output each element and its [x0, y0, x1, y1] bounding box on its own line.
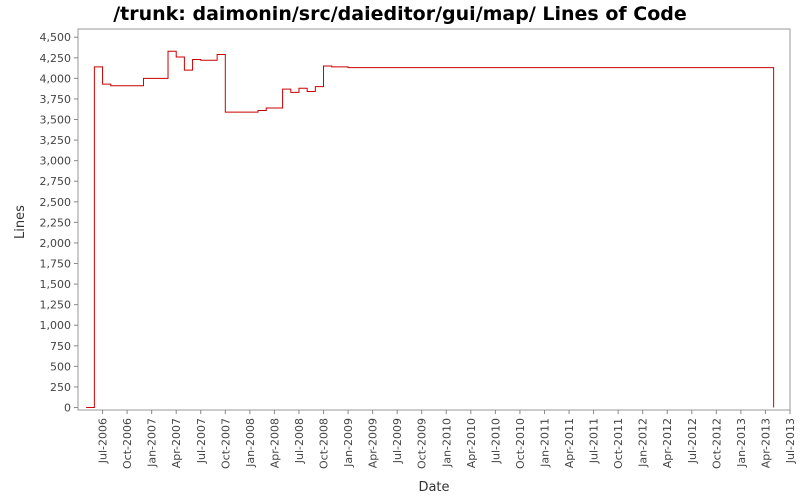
x-tick-label: Jul-2006 [97, 418, 110, 464]
x-tick-label: Apr-2008 [268, 418, 281, 468]
x-tick-label: Jul-2013 [784, 418, 797, 464]
x-tick-label: Oct-2007 [219, 418, 232, 469]
y-tick-label: 3,750 [40, 93, 72, 106]
x-tick-label: Jul-2010 [489, 418, 502, 464]
y-tick-label: 750 [50, 340, 71, 353]
data-line [86, 50, 775, 409]
plot-area [77, 28, 791, 411]
x-tick-label: Apr-2009 [367, 418, 380, 468]
x-tick-label: Jul-2008 [293, 418, 306, 464]
x-tick-label: Oct-2010 [514, 418, 527, 469]
y-tick-label: 4,250 [40, 52, 72, 65]
x-tick-label: Oct-2008 [318, 418, 331, 469]
y-tick-label: 1,500 [40, 278, 72, 291]
x-tick-label: Jan-2009 [342, 418, 355, 468]
y-axis-label: Lines [13, 205, 28, 239]
y-tick-label: 1,750 [40, 258, 72, 271]
x-tick-label: Apr-2012 [661, 418, 674, 468]
y-tick-label: 4,000 [40, 72, 72, 85]
x-tick-label: Oct-2012 [710, 418, 723, 469]
x-tick-label: Jan-2012 [637, 418, 650, 468]
x-tick-label: Jan-2010 [440, 418, 453, 468]
y-tick-label: 2,000 [40, 237, 72, 250]
x-tick-label: Jul-2007 [195, 418, 208, 464]
y-tick-label: 3,000 [40, 155, 72, 168]
x-tick-label: Jul-2011 [588, 418, 601, 464]
x-tick-label: Jul-2012 [686, 418, 699, 464]
x-tick-label: Jan-2008 [244, 418, 257, 468]
x-tick-label: Apr-2011 [563, 418, 576, 468]
x-tick-label: Oct-2011 [612, 418, 625, 469]
x-tick-label: Apr-2007 [170, 418, 183, 468]
y-tick-label: 0 [64, 402, 71, 415]
x-tick-label: Jan-2007 [146, 418, 159, 468]
x-tick-label: Oct-2009 [416, 418, 429, 469]
y-tick-label: 4,500 [40, 31, 72, 44]
x-tick-label: Apr-2013 [759, 418, 772, 468]
y-tick-label: 2,250 [40, 216, 72, 229]
x-tick-label: Jan-2013 [735, 418, 748, 468]
x-tick-label: Apr-2010 [465, 418, 478, 468]
y-tick-label: 250 [50, 381, 71, 394]
y-tick-label: 3,500 [40, 114, 72, 127]
x-tick-label: Jul-2009 [391, 418, 404, 464]
x-tick-label: Oct-2006 [121, 418, 134, 469]
x-tick-label: Jan-2011 [538, 418, 551, 468]
x-axis-label: Date [418, 480, 449, 495]
y-tick-label: 500 [50, 360, 71, 373]
y-tick-label: 1,000 [40, 319, 72, 332]
chart-title: /trunk: daimonin/src/daieditor/gui/map/ … [113, 3, 687, 25]
y-tick-label: 1,250 [40, 299, 72, 312]
y-tick-label: 2,500 [40, 196, 72, 209]
y-tick-label: 2,750 [40, 175, 72, 188]
y-tick-label: 3,250 [40, 134, 72, 147]
